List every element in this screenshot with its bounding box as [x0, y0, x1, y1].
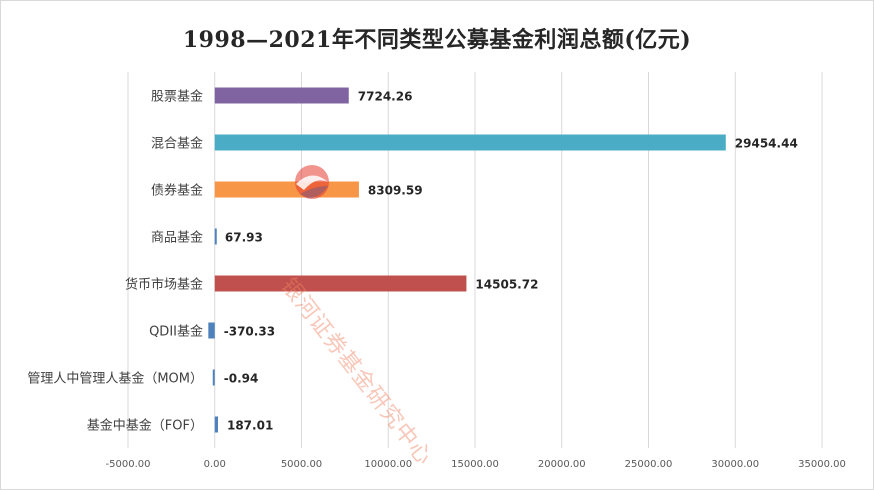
x-tick-label: -5000.00	[106, 459, 151, 470]
category-label: 债券基金	[151, 183, 203, 199]
bar	[214, 181, 359, 198]
x-tick-label: 0.00	[204, 459, 226, 470]
category-label: QDII基金	[149, 324, 203, 340]
bar	[208, 322, 215, 339]
bar	[214, 134, 726, 151]
bar	[212, 369, 215, 386]
x-tick-label: 15000.00	[451, 459, 499, 470]
bar	[214, 228, 217, 245]
value-label: -370.33	[224, 325, 275, 339]
value-label: 29454.44	[735, 137, 798, 151]
value-label: -0.94	[224, 372, 259, 386]
value-label: 14505.72	[475, 278, 538, 292]
x-tick-label: 25000.00	[625, 459, 673, 470]
category-label: 基金中基金（FOF）	[87, 418, 203, 434]
bar	[214, 87, 349, 104]
x-tick-label: 35000.00	[798, 459, 846, 470]
category-label: 管理人中管理人基金（MOM）	[27, 371, 203, 387]
x-tick-label: 20000.00	[538, 459, 586, 470]
bar	[214, 416, 218, 433]
x-tick-label: 10000.00	[364, 459, 412, 470]
category-label: 股票基金	[151, 89, 203, 105]
x-tick-label: 30000.00	[711, 459, 759, 470]
value-label: 187.01	[227, 419, 273, 433]
category-label: 混合基金	[151, 136, 203, 152]
x-tick-label: 5000.00	[281, 459, 322, 470]
category-label: 商品基金	[151, 230, 203, 246]
chart-title: 1998—2021年不同类型公募基金利润总额(亿元)	[182, 27, 692, 53]
value-label: 8309.59	[368, 184, 423, 198]
category-label: 货币市场基金	[125, 277, 203, 293]
value-label: 67.93	[225, 231, 263, 245]
bar	[214, 275, 467, 292]
value-label: 7724.26	[358, 90, 413, 104]
